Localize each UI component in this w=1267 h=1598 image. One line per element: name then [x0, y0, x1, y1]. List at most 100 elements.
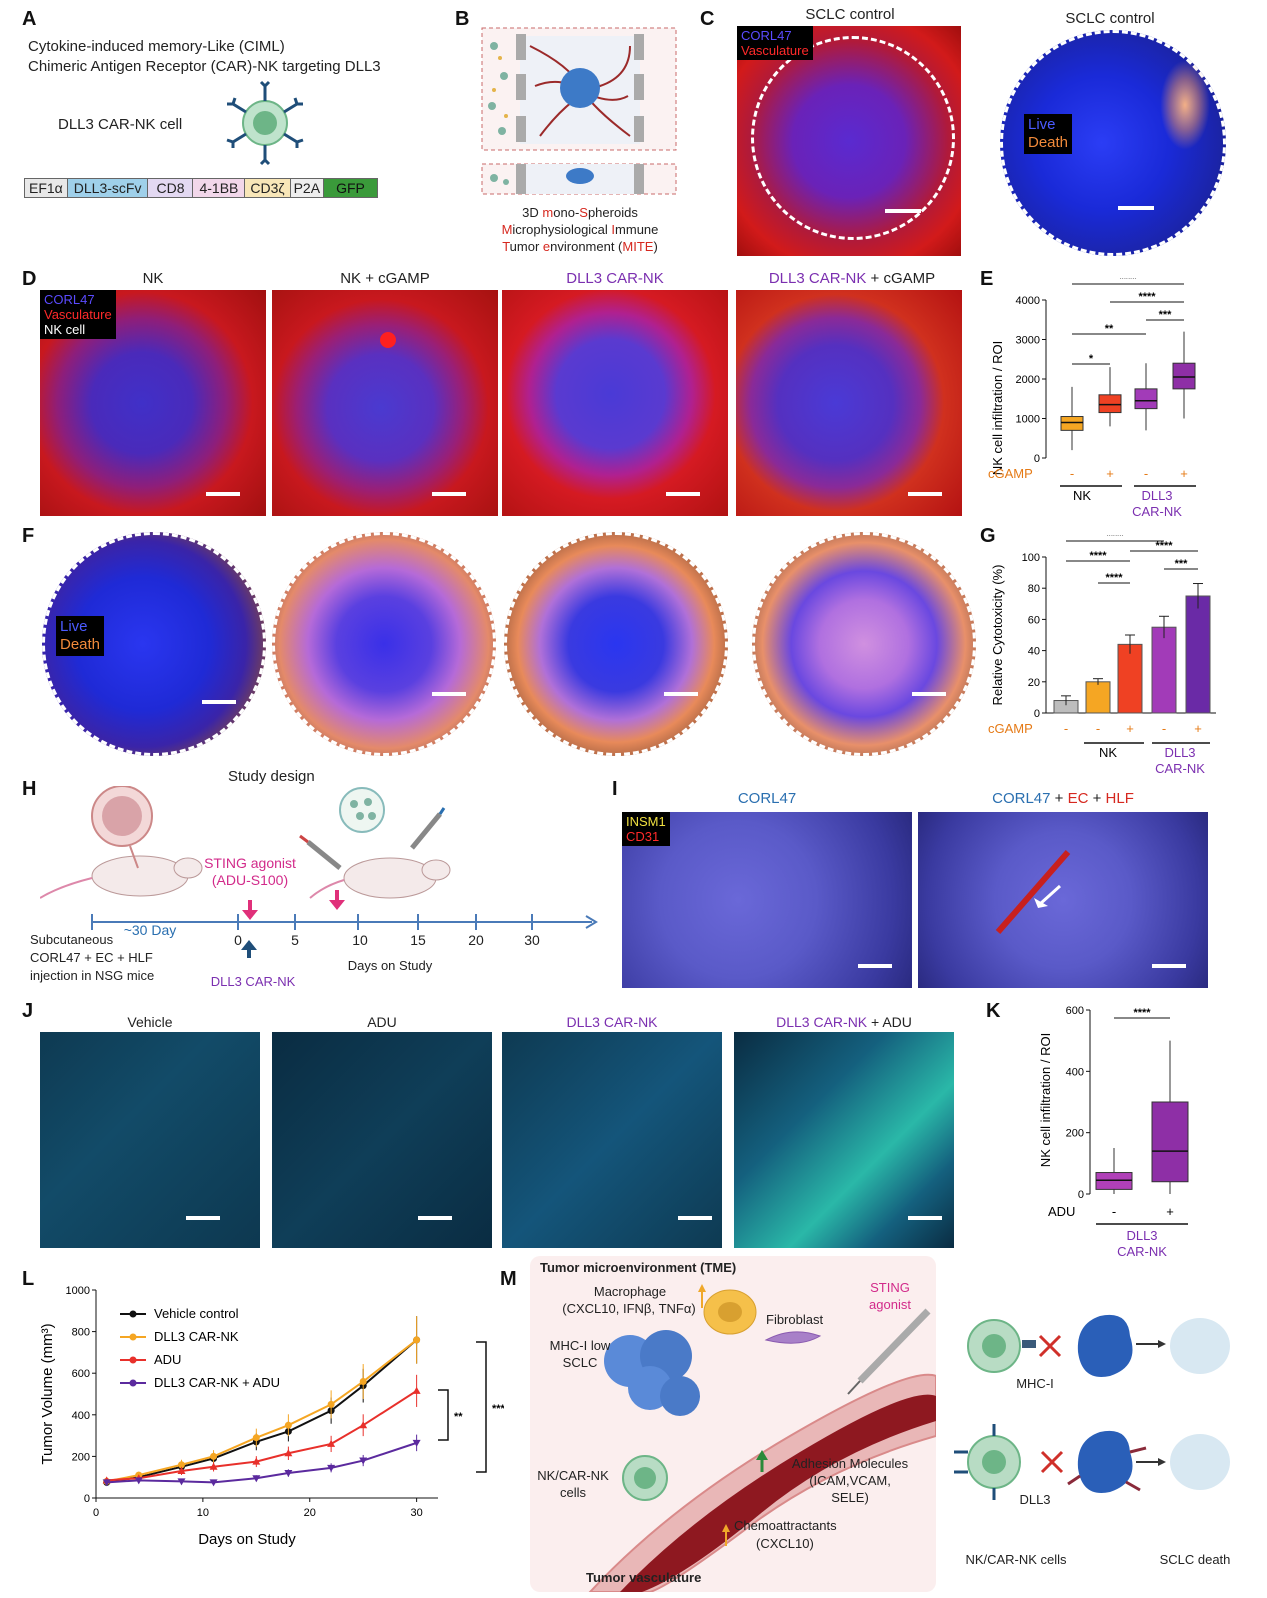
chart-l: 0 200 400 600 800 1000 0 10 20 30 Days on Study Tum…	[39, 1285, 504, 1548]
chart-g: Relative Cytotoxicity (%) cGAMP NK DLL3 …	[988, 535, 1216, 776]
b-l3e: MITE	[622, 239, 654, 254]
scale-bar	[206, 492, 240, 496]
l-point	[210, 1452, 218, 1460]
panel-label-c: C	[700, 8, 715, 30]
f-image-nk: Live Death	[42, 532, 266, 756]
l-point	[359, 1378, 367, 1386]
j-title-4-b: + ADU	[867, 1014, 912, 1030]
e-group-nk: NK	[1073, 488, 1091, 503]
l-point	[252, 1475, 261, 1483]
b-caption-line3: Tumor environment (MITE)	[470, 239, 690, 254]
legend-live: Live	[1028, 116, 1056, 133]
panel-label-h: H	[22, 778, 37, 800]
f-image-car-nk-cgamp	[752, 532, 976, 756]
g-bar	[1151, 626, 1177, 714]
b-caption-line1: 3D mono-Spheroids	[470, 205, 690, 220]
construct-41bb: 4-1BB	[193, 178, 246, 198]
panel-label-b: B	[455, 8, 470, 30]
j-image-vehicle	[40, 1032, 260, 1248]
panel-label-j: J	[22, 1000, 34, 1022]
m-adh-a: Adhesion Molecules	[791, 1456, 909, 1471]
j-image-car-nk	[502, 1032, 722, 1248]
scale-bar	[418, 1216, 452, 1220]
j-title-4-a: DLL3 CAR-NK	[776, 1014, 868, 1030]
m-nk-b: cells	[559, 1485, 586, 1500]
m-fibro: Fibroblast	[766, 1312, 824, 1327]
death-signal	[1160, 60, 1210, 150]
syringe-icon	[299, 834, 342, 870]
h-tick-0: 0	[234, 932, 242, 948]
scale-bar	[664, 692, 698, 696]
legend-vasculature: Vasculature	[44, 307, 112, 322]
construct-gfp: GFP	[324, 178, 378, 198]
up-arrow-icon	[756, 1450, 768, 1472]
l-point	[209, 1462, 218, 1470]
construct-diagram: EF1α DLL3-scFv CD8 4-1BB CD3ζ P2A GFP	[24, 178, 378, 198]
g-sig-label: ***	[1175, 558, 1189, 570]
dead-cell-icon	[1170, 1318, 1230, 1374]
l-sig-bracket	[438, 1389, 449, 1441]
l-legend-marker	[129, 1333, 137, 1341]
sclc-cell-icon	[1067, 1430, 1147, 1493]
d-image-car-nk-cgamp	[736, 290, 962, 516]
l-ytick-label: 400	[72, 1410, 90, 1422]
l-sig-bracket	[476, 1341, 487, 1473]
e-ylabel: NK cell infiltration / ROI	[990, 341, 1005, 475]
scale-bar	[858, 964, 892, 968]
k-box	[1151, 1101, 1189, 1183]
l-ytick-label: 200	[72, 1451, 90, 1463]
mouse-icon	[309, 857, 451, 899]
c-microscopy-right: Live Death	[1000, 30, 1226, 256]
panel-label-k: K	[986, 1000, 1001, 1022]
l-point	[412, 1386, 421, 1394]
b-l2b: icrophysiological	[512, 222, 612, 237]
h-sub-c: injection in NSG mice	[30, 968, 155, 983]
g-sig-label: ****	[1089, 550, 1107, 562]
k-ytick-label: 400	[1066, 1066, 1084, 1078]
e-cgamp-sign: +	[1180, 466, 1188, 481]
l-ytick-label: 1000	[66, 1285, 90, 1297]
l-point	[327, 1439, 336, 1447]
sting-arrow-icon	[329, 890, 345, 910]
d-title-2: NK + cGAMP	[340, 270, 430, 287]
a-cell-label: DLL3 CAR-NK cell	[58, 116, 183, 133]
h-tick-20: 20	[468, 932, 484, 948]
scale-bar	[678, 1216, 712, 1220]
l-xtick-label: 20	[304, 1507, 316, 1519]
f-image-nk-cgamp	[272, 532, 496, 756]
m-mhc-b: SCLC	[562, 1355, 598, 1370]
f-dashed-circle	[504, 532, 728, 756]
e-cgamp-sign: +	[1106, 466, 1114, 481]
h-title: Study design	[228, 768, 315, 785]
nk-cell-icon	[622, 1455, 668, 1501]
c-dashed-circle-right	[1000, 30, 1226, 256]
l-xtick-label: 30	[411, 1507, 423, 1519]
m-mechanism-illustration	[954, 1314, 1230, 1500]
l-legend-label: DLL3 CAR-NK	[154, 1329, 239, 1344]
k-group-b: CAR-NK	[1117, 1244, 1167, 1259]
l-point	[327, 1400, 335, 1408]
b-l3f: )	[653, 239, 658, 254]
h-study-design	[40, 786, 598, 958]
construct-ef1a: EF1α	[24, 178, 68, 198]
l-sig-label: **	[454, 1411, 463, 1423]
j-image-adu	[272, 1032, 492, 1248]
c-legend-right: Live Death	[1024, 114, 1073, 154]
e-group-car-a: DLL3	[1141, 488, 1172, 503]
g-sig-label: ****	[1155, 540, 1173, 552]
k-adu-label: ADU	[1048, 1204, 1075, 1219]
e-box	[1134, 388, 1158, 410]
l-point	[359, 1457, 368, 1465]
arrow-icon	[1034, 884, 1062, 908]
e-box	[1060, 416, 1084, 431]
l-legend-label: Vehicle control	[154, 1306, 239, 1321]
arrow-icon	[1136, 1458, 1166, 1466]
f-legend: Live Death	[56, 616, 105, 656]
sting-arrow-icon	[242, 900, 258, 920]
f-dashed-circle	[752, 532, 976, 756]
dead-cell-icon	[1170, 1434, 1230, 1490]
b-l1e: pheroids	[587, 205, 638, 220]
e-sig-label: **	[1105, 323, 1114, 335]
l-point	[209, 1479, 218, 1487]
g-bar	[1085, 681, 1111, 714]
